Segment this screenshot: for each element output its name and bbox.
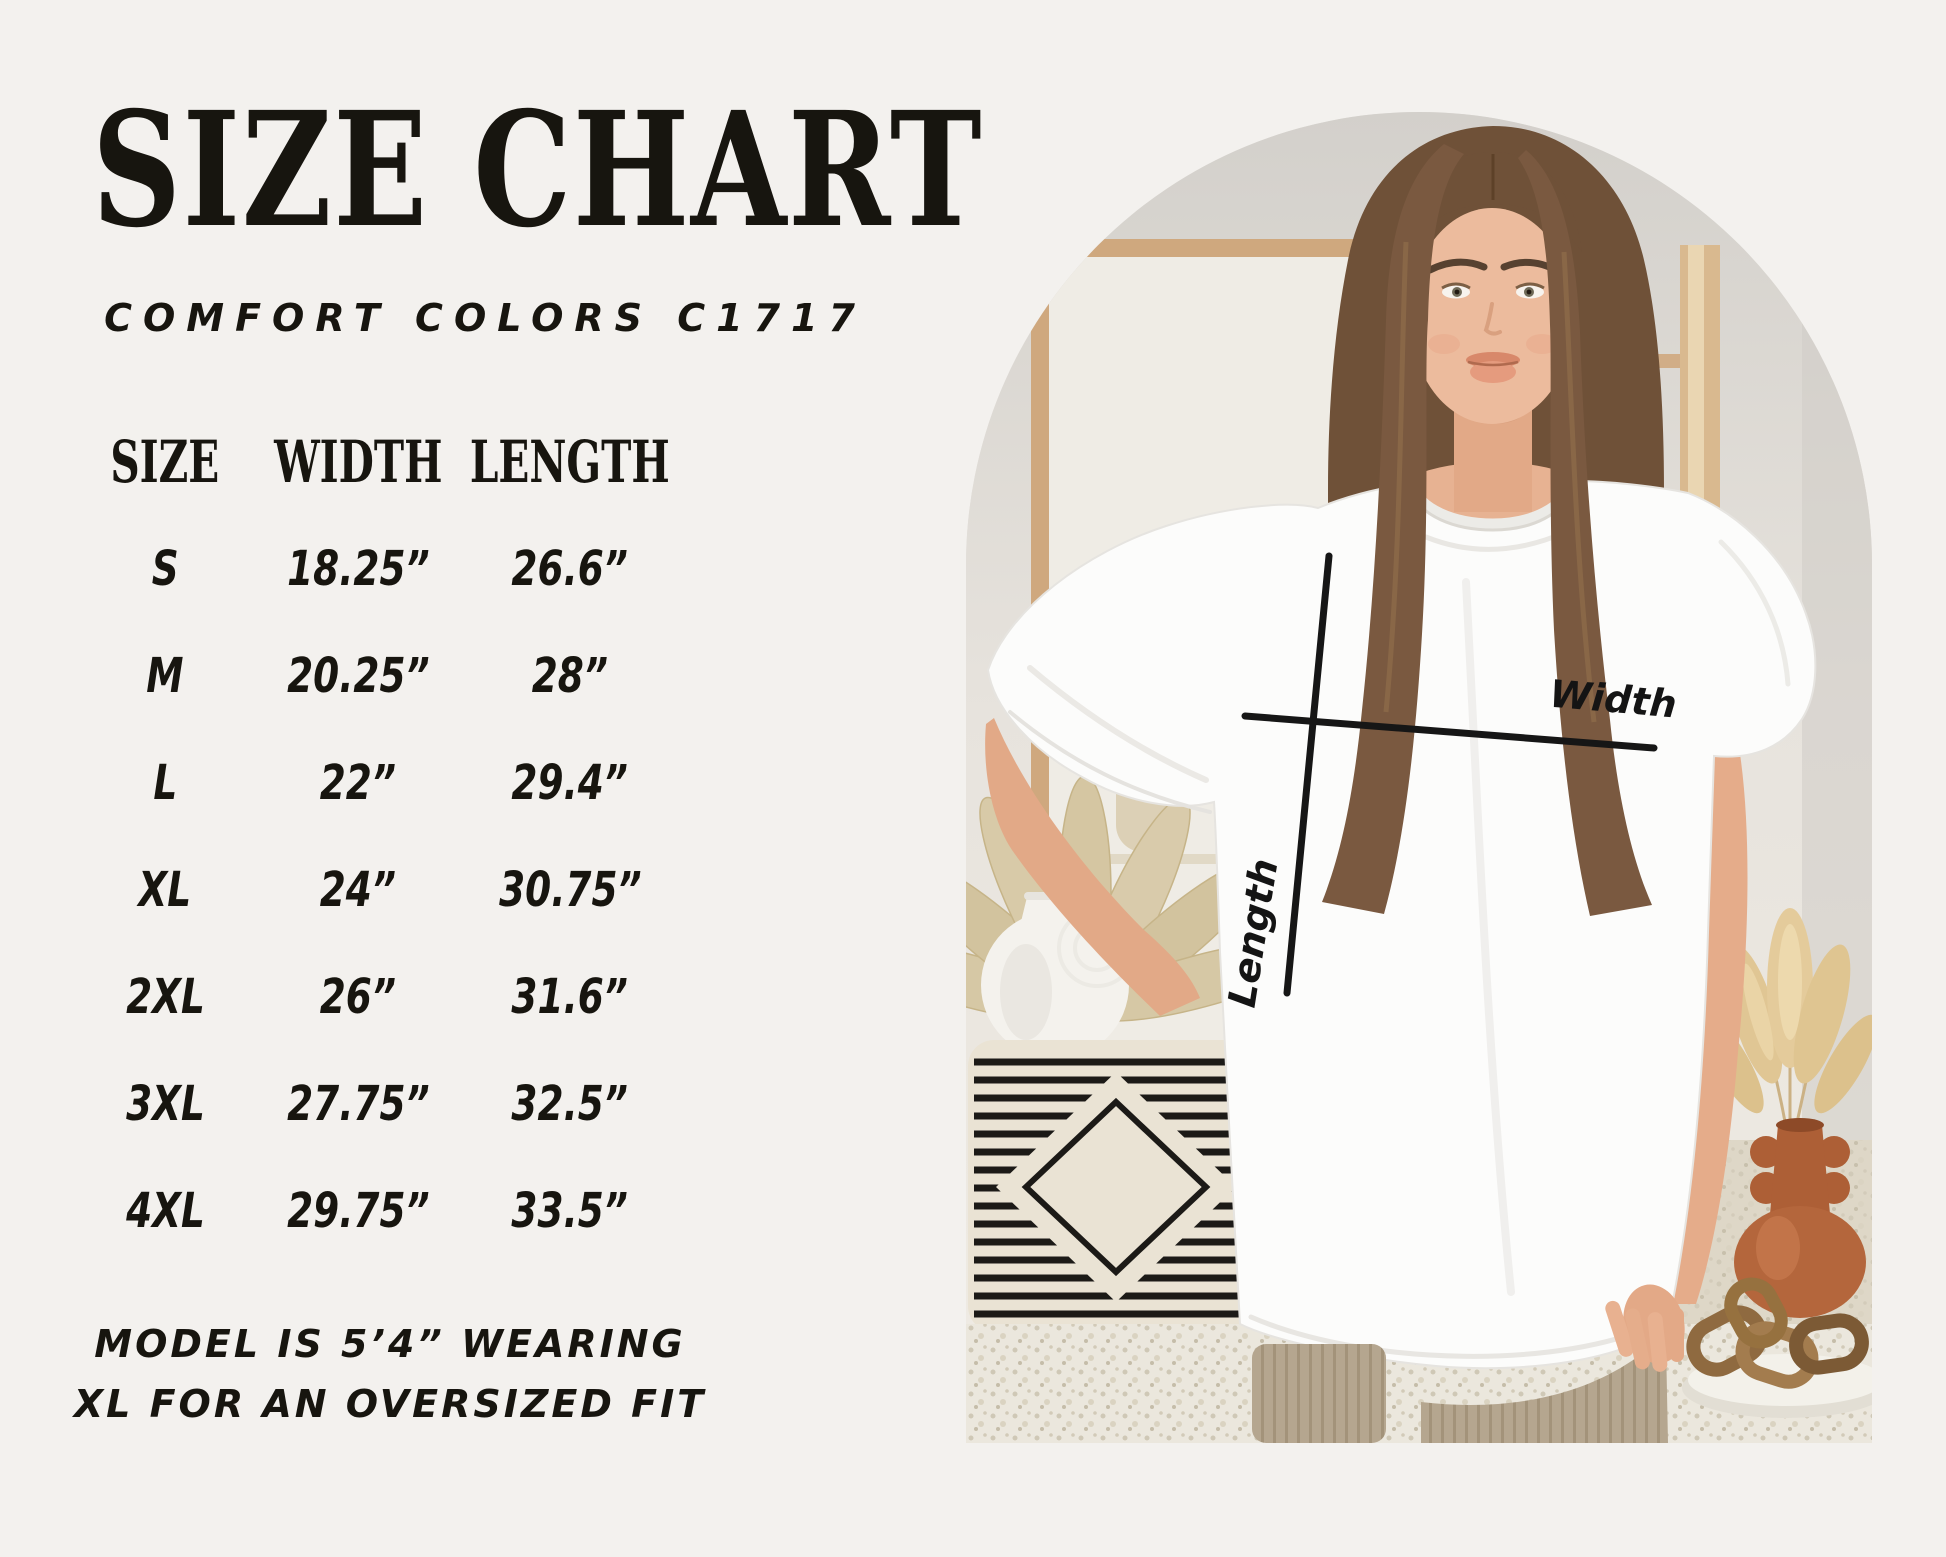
subtitle-product-code: COMFORT COLORS C1717 [104,296,866,340]
table-row-length: 32.5” [511,1075,629,1132]
measurement-annotation: Width Length [1220,552,1678,1010]
eye-left [1441,282,1471,299]
eyebrow-left [1426,258,1488,274]
size-chart-panel: SIZE CHART COMFORT COLORS C1717 SIZE WID… [0,0,984,1557]
table-row-size: 3XL [125,1075,205,1132]
model [985,126,1817,1443]
table-row-width: 27.75” [286,1075,430,1132]
column-header-length: LENGTH [470,427,670,496]
page-title: SIZE CHART [92,78,984,263]
table-row-length: 28” [531,647,609,704]
table-row-length: 31.6” [511,968,629,1025]
column-header-size: SIZE [110,427,220,496]
left-forearm [985,718,1200,1016]
table-row-width: 29.75” [286,1182,430,1239]
table-row-width: 20.25” [286,647,430,704]
width-line [1241,712,1658,752]
column-header-width: WIDTH [273,427,443,496]
face-features [1426,258,1562,383]
hair-strand-left [1322,144,1464,914]
hair-highlights [1383,241,1597,723]
leggings [1252,1343,1668,1443]
table-row-width: 24” [319,861,397,918]
plate-wooden-chain [1682,1277,1872,1418]
lips [1466,352,1520,383]
table-row-size: M [146,647,184,704]
table-row-length: 30.75” [498,861,642,918]
model-photo-illustration: Width Length [966,112,1872,1443]
table-row-width: 22” [319,754,397,811]
table-row-length: 26.6” [511,540,629,597]
eye-right [1515,282,1545,299]
length-line [1283,552,1333,997]
table-row-length: 29.4” [511,754,629,811]
hair-strand-right [1518,150,1652,916]
table-row-size: S [151,540,179,597]
model-fit-note: MODEL IS 5’4” WEARING XL FOR AN OVERSIZE… [55,1314,725,1434]
table-row-size: XL [138,861,192,918]
striped-pillow [968,1040,1268,1332]
model-fit-note-line2: XL FOR AN OVERSIZED FIT [73,1382,707,1426]
table-row-size: L [153,754,177,811]
table-row-size: 4XL [125,1182,205,1239]
model-photo-arch: Width Length [966,112,1872,1443]
table-row-size: 2XL [125,968,205,1025]
table-row-width: 18.25” [286,540,430,597]
size-table: SIZE WIDTH LENGTH S 18.25” 26.6” M 20.25… [70,408,690,1264]
nose [1483,302,1502,336]
table-row-width: 26” [319,968,397,1025]
table-row-length: 33.5” [511,1182,629,1239]
right-hand [1605,1284,1685,1372]
model-fit-note-line1: MODEL IS 5’4” WEARING [94,1322,686,1366]
